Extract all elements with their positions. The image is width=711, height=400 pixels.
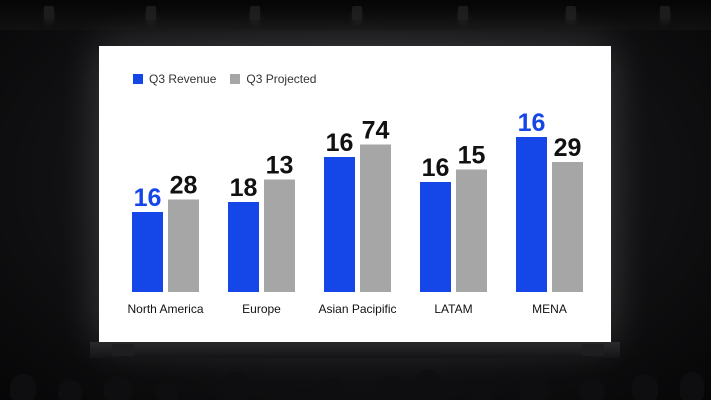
legend-swatch-q3-projected (230, 74, 241, 84)
legend-item-q3-projected: Q3 Projected (230, 72, 316, 86)
bar-q3-projected-europe (264, 179, 295, 292)
category-label-asian-pacipific: Asian Pacipific (318, 302, 396, 316)
audience-silhouettes (0, 358, 711, 400)
category-label-latam: LATAM (434, 302, 472, 316)
category-label-europe: Europe (242, 302, 281, 316)
category-label-mena: MENA (532, 302, 567, 316)
spotlight-icon (566, 6, 576, 20)
bar-q3-projected-north-america (168, 199, 199, 292)
data-label-q3-projected-mena: 29 (554, 134, 582, 162)
bar-q3-revenue-mena (516, 137, 547, 292)
bar-q3-revenue-asian-pacipific (324, 157, 355, 292)
lighting-rig (0, 0, 711, 30)
bar-chart: 16 28 North America 18 13 Europe 16 74 Asian Pac… (127, 109, 583, 316)
data-label-q3-revenue-latam: 16 (422, 154, 450, 182)
chart-legend: Q3 Revenue Q3 Projected (133, 72, 330, 86)
stage-monitor-right (582, 344, 604, 356)
stage-floor (90, 342, 620, 358)
data-label-q3-revenue-mena: 16 (518, 109, 546, 137)
spotlight-icon (660, 6, 670, 20)
bar-q3-revenue-latam (420, 182, 451, 292)
category-label-north-america: North America (127, 302, 203, 316)
legend-label-q3-projected: Q3 Projected (246, 72, 317, 86)
legend-label-q3-revenue: Q3 Revenue (149, 72, 217, 86)
bar-q3-revenue-north-america (132, 212, 163, 292)
bar-q3-revenue-europe (228, 202, 259, 292)
data-label-q3-projected-asian-pacipific: 74 (362, 117, 390, 145)
stage-monitor-left (112, 344, 134, 356)
bar-q3-projected-latam (456, 169, 487, 292)
bar-q3-projected-mena (552, 162, 583, 292)
spotlight-icon (146, 6, 156, 20)
spotlight-icon (44, 6, 54, 20)
data-label-q3-revenue-asian-pacipific: 16 (326, 129, 354, 157)
data-label-q3-projected-north-america: 28 (170, 172, 198, 200)
data-label-q3-revenue-europe: 18 (230, 174, 258, 202)
bar-q3-projected-asian-pacipific (360, 144, 391, 292)
data-label-q3-projected-europe: 13 (266, 152, 294, 180)
data-label-q3-projected-latam: 15 (458, 142, 486, 170)
spotlight-icon (352, 6, 362, 20)
projection-screen: Q3 Revenue Q3 Projected 16 28 North Americ… (99, 46, 611, 342)
data-label-q3-revenue-north-america: 16 (134, 184, 162, 212)
legend-swatch-q3-revenue (133, 74, 143, 84)
spotlight-icon (458, 6, 468, 20)
spotlight-icon (250, 6, 260, 20)
legend-item-q3-revenue: Q3 Revenue (133, 72, 216, 86)
